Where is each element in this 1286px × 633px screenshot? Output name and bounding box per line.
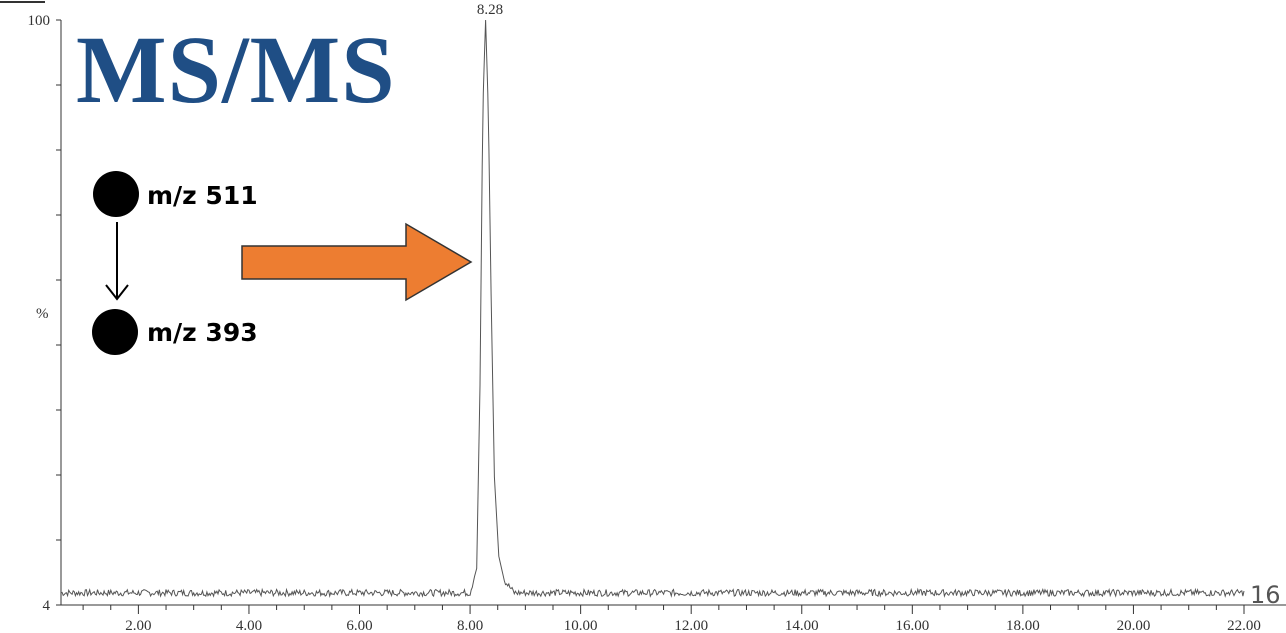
chromatogram-trace <box>60 19 1245 599</box>
trace-group <box>60 19 1245 599</box>
product-ion-label: m/z 393 <box>147 318 258 347</box>
y-tick-label: 4 <box>43 598 51 614</box>
x-tick-label: 20.00 <box>1117 618 1151 633</box>
x-tick-label: 2.00 <box>125 618 151 633</box>
orange-arrow <box>241 222 473 302</box>
y-axis-label: % <box>36 306 49 322</box>
transition-arrow-head <box>105 284 129 301</box>
page-title: MS/MS <box>76 16 396 123</box>
x-tick-label: 14.00 <box>785 618 819 633</box>
x-tick-label: 8.00 <box>457 618 483 633</box>
slide-number: 16 <box>1250 581 1281 609</box>
x-tick-label: 12.00 <box>674 618 708 633</box>
precursor-ion-dot <box>93 171 139 217</box>
x-tick-label: 18.00 <box>1006 618 1040 633</box>
x-tick-label: 22.00 <box>1227 618 1261 633</box>
x-tick-label: 6.00 <box>346 618 372 633</box>
x-ticks: 2.00 4.00 6.00 8.00 10.00 12.00 14.00 16.00 18.0… <box>82 605 1261 633</box>
y-tick-label: 100 <box>28 13 51 29</box>
precursor-ion-label: m/z 511 <box>147 181 258 210</box>
x-tick-label: 4.00 <box>236 618 262 633</box>
y-ticks: 100 4 <box>28 13 61 614</box>
product-ion-dot <box>92 309 138 355</box>
x-tick-label: 16.00 <box>895 618 929 633</box>
x-tick-label: 10.00 <box>564 618 598 633</box>
peak-label: 8.28 <box>477 2 503 18</box>
